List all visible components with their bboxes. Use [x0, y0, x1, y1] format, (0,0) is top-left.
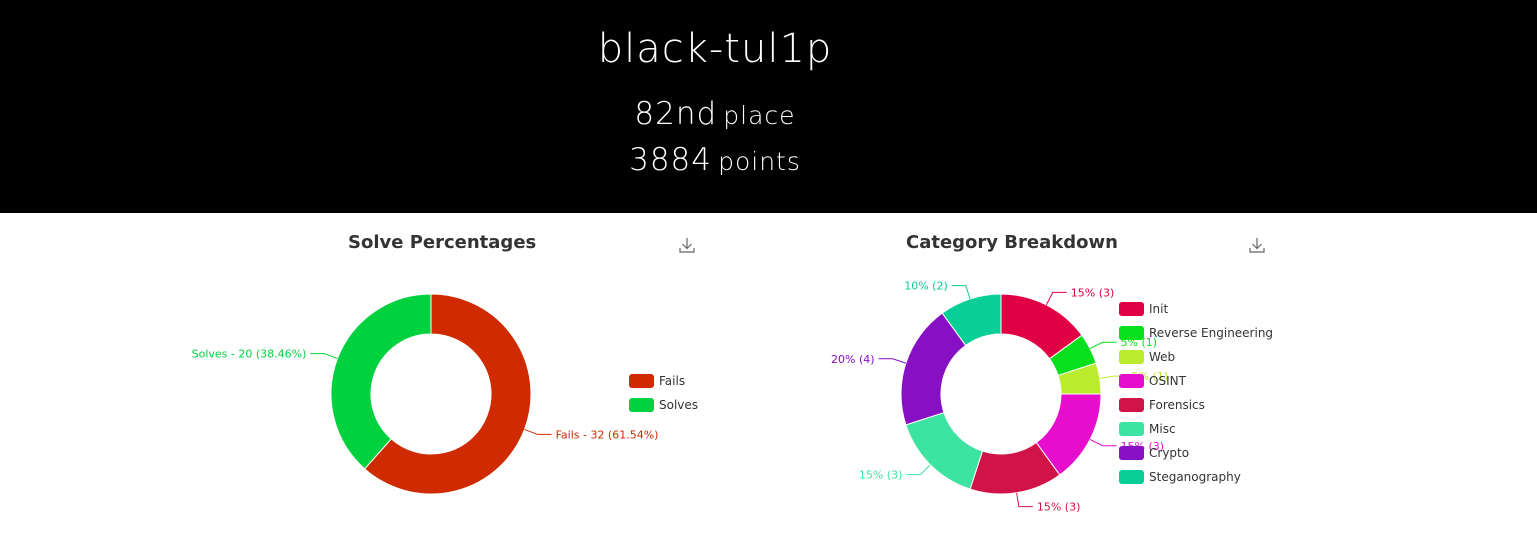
label-leader-line	[878, 358, 907, 364]
legend-label: Fails	[659, 374, 686, 388]
category-chart-download-button[interactable]	[1248, 236, 1266, 254]
legend-label: Steganography	[1149, 470, 1241, 484]
slice-data-label: 15% (3)	[1071, 286, 1115, 299]
legend-swatch	[1119, 398, 1144, 412]
legend-label: Reverse Engineering	[1149, 326, 1274, 340]
legend-item-web[interactable]: Web	[1119, 349, 1175, 365]
label-leader-line	[1089, 438, 1117, 447]
legend-label: OSINT	[1149, 374, 1186, 388]
legend-swatch	[629, 398, 654, 412]
download-icon	[1249, 238, 1265, 253]
label-leader-line	[1045, 291, 1067, 306]
legend-item-reverse-engineering[interactable]: Reverse Engineering	[1119, 325, 1273, 341]
legend-item-steganography[interactable]: Steganography	[1119, 469, 1241, 485]
legend-label: Solves	[659, 398, 699, 412]
category-breakdown-title: Category Breakdown	[906, 232, 1118, 253]
legend-label: Init	[1149, 302, 1169, 316]
legend-item-forensics[interactable]: Forensics	[1119, 397, 1205, 413]
legend-item-misc[interactable]: Misc	[1119, 421, 1176, 437]
legend-label: Crypto	[1149, 446, 1190, 460]
slice-data-label: 15% (3)	[1037, 501, 1081, 514]
legend-item-init[interactable]: Init	[1119, 301, 1168, 317]
label-leader-line	[310, 353, 338, 360]
pie-slice-solves[interactable]	[330, 293, 432, 470]
slice-data-label: 15% (3)	[859, 469, 903, 482]
legend-item-solves[interactable]: Solves	[629, 397, 698, 413]
points-label: points	[718, 147, 801, 176]
place-label: place	[723, 101, 796, 130]
legend-item-osint[interactable]: OSINT	[1119, 373, 1186, 389]
legend-label: Misc	[1149, 422, 1176, 436]
legend-swatch	[1119, 302, 1144, 316]
points-number: 3884	[629, 142, 712, 178]
legend-swatch	[1119, 422, 1144, 436]
legend-swatch	[1119, 470, 1144, 484]
pie-slice-fails[interactable]	[363, 293, 532, 495]
legend-label: Forensics	[1149, 398, 1205, 412]
legend-item-fails[interactable]: Fails	[629, 373, 685, 389]
slice-data-label: 20% (4)	[831, 353, 875, 366]
label-leader-line	[1016, 492, 1033, 508]
team-points: 3884 points	[0, 142, 1430, 178]
place-number: 82nd	[634, 96, 718, 132]
slice-data-label: Fails - 32 (61.54%)	[556, 428, 659, 441]
label-leader-line	[524, 428, 552, 435]
team-name: black-tul1p	[597, 26, 833, 72]
download-icon	[679, 238, 695, 253]
label-leader-line	[906, 464, 931, 476]
legend-swatch	[629, 374, 654, 388]
team-banner: black-tul1p 82nd place 3884 points	[0, 0, 1537, 213]
label-leader-line	[1089, 341, 1117, 350]
slice-data-label: Solves - 20 (38.46%)	[192, 348, 307, 361]
pie-slice-steganography[interactable]	[941, 293, 1002, 347]
label-leader-line	[951, 285, 971, 300]
legend-swatch	[1119, 446, 1144, 460]
solve-percentages-title: Solve Percentages	[348, 232, 537, 253]
legend-item-crypto[interactable]: Crypto	[1119, 445, 1189, 461]
legend-swatch	[1119, 350, 1144, 364]
legend-swatch	[1119, 326, 1144, 340]
solve-chart-download-button[interactable]	[678, 236, 696, 254]
legend-label: Web	[1149, 350, 1176, 364]
slice-data-label: 10% (2)	[904, 280, 948, 293]
pie-slice-misc[interactable]	[905, 411, 984, 490]
legend-swatch	[1119, 374, 1144, 388]
team-place: 82nd place	[0, 96, 1430, 132]
